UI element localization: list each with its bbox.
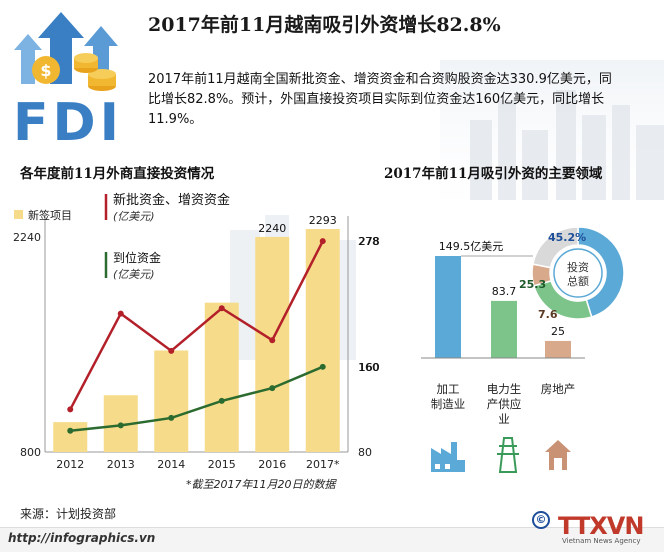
sector-category-label: 房地产: [541, 382, 576, 396]
fdi-logo: $ FDI: [13, 12, 123, 153]
right-tick-label: 80: [358, 446, 372, 459]
legend-bar-swatch: [14, 210, 23, 219]
pie-center-label: 投资: [567, 260, 589, 274]
legend-actual-label: 到位资金: [113, 250, 161, 265]
right-tick-label: 160: [358, 361, 379, 374]
bar-value-label: 2240: [258, 222, 286, 235]
bar-2014: [154, 350, 189, 452]
sector-category-label: 制造业: [431, 397, 466, 411]
new-capital-value-label: 278: [359, 235, 380, 248]
brand-logo: TTXVN: [558, 512, 644, 540]
new-capital-point: [218, 305, 225, 312]
left-tick-label: 800: [20, 446, 41, 459]
legend-new-label: 新批资金、增资资金: [113, 192, 230, 208]
sector-bar-1: [491, 300, 517, 358]
new-capital-line: [69, 240, 324, 410]
new-capital-point: [117, 310, 124, 317]
actual-capital-line: [70, 365, 324, 432]
source-note: 来源：计划投资部: [20, 507, 117, 521]
bar-value-label: 2293: [309, 214, 337, 227]
pie-center-label: 总额: [567, 274, 589, 288]
actual-capital-point: [67, 427, 74, 434]
footer-url-link[interactable]: http://infographics.vn: [8, 531, 156, 545]
pie-slice-label: 45.2%: [548, 231, 586, 244]
legend-new-unit: (亿美元): [113, 210, 155, 223]
bar-2012: [53, 422, 88, 452]
sector-category-label: 产供应: [487, 397, 522, 411]
x-tick-label: 2013: [107, 458, 135, 471]
sector-bar-value-label: 83.7: [492, 285, 517, 298]
actual-capital-point: [319, 363, 326, 370]
fdi-logo-text: FDI: [13, 93, 123, 153]
left-chart-title: 各年度前11月外商直接投资情况: [20, 166, 215, 182]
brand-subtitle: Vietnam News Agency: [562, 537, 641, 545]
sector-bar-value-label: 25: [551, 325, 565, 338]
pie-slice-0: [577, 226, 625, 318]
pie-slice-label: 7.6: [538, 308, 558, 321]
fdi-yearly-chart: 800 2240 80 160 278 2240 2293 2012 2013 2014 2015 2…: [13, 192, 380, 471]
footnote: *截至2017年11月20日的数据: [186, 478, 336, 491]
legend-actual-unit: (亿美元): [113, 268, 155, 281]
new-capital-point: [168, 347, 175, 354]
page-title: 2017年前11月越南吸引外资增长82.8%: [148, 14, 501, 36]
x-tick-label: 2017*: [306, 458, 340, 471]
svg-text:$: $: [40, 61, 51, 80]
right-chart-title: 2017年前11月吸引外资的主要领域: [384, 166, 603, 182]
legend-bar-label: 新签项目: [28, 208, 72, 222]
footer-bar: [0, 527, 664, 552]
factory-icon: [431, 442, 465, 472]
x-tick-label: 2014: [157, 458, 185, 471]
sector-bar-0: [435, 256, 461, 358]
actual-capital-point: [269, 385, 276, 392]
sector-bar-value-label: 149.5亿美元: [439, 240, 504, 253]
copyright-icon: ©: [532, 511, 550, 529]
actual-capital-point: [117, 422, 124, 429]
house-icon: [545, 440, 571, 470]
sector-category-label: 加工: [437, 382, 460, 396]
new-capital-point: [67, 406, 74, 413]
bar-2015: [204, 302, 239, 452]
actual-capital-point: [168, 414, 175, 421]
sector-bar-2: [545, 340, 571, 358]
intro-paragraph: 2017年前11月越南全国新批资金、增资资金和合资购股资金达330.9亿美元，同…: [148, 72, 612, 127]
coins-icon: $: [32, 53, 116, 91]
x-tick-label: 2015: [208, 458, 236, 471]
left-tick-label: 2240: [13, 231, 41, 244]
x-tick-label: 2012: [56, 458, 84, 471]
new-capital-point: [319, 238, 326, 245]
sector-category-label: 电力生: [487, 382, 522, 396]
new-capital-point: [269, 337, 276, 344]
pie-slice-3: [531, 226, 579, 269]
power-tower-icon: [497, 437, 519, 473]
pie-slice-label: 25.3: [519, 278, 546, 291]
actual-capital-value-label: 160: [359, 361, 380, 374]
bar-2016: [255, 236, 290, 452]
right-tick-label: 278: [358, 235, 379, 248]
actual-capital-point: [218, 397, 225, 404]
pie-center: [553, 248, 603, 298]
x-tick-label: 2016: [258, 458, 286, 471]
bar-2017*: [305, 229, 340, 452]
sector-category-label: 业: [498, 412, 510, 426]
